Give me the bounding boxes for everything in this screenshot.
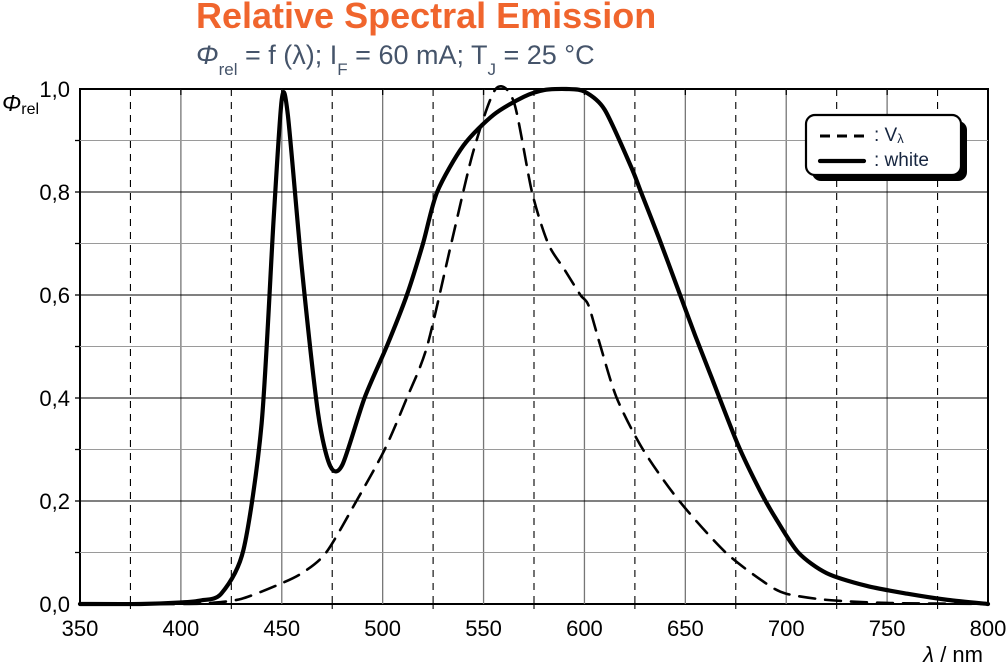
svg-text:450: 450 (263, 616, 300, 641)
svg-text:0,4: 0,4 (39, 386, 70, 411)
svg-text:350: 350 (62, 616, 99, 641)
svg-text:λ / nm: λ / nm (922, 642, 983, 667)
svg-text:Φrel: Φrel (2, 90, 39, 118)
svg-text:0,2: 0,2 (39, 489, 70, 514)
svg-text:400: 400 (163, 616, 200, 641)
svg-text:: white: : white (874, 150, 929, 171)
svg-text:500: 500 (364, 616, 401, 641)
svg-text:750: 750 (869, 616, 906, 641)
svg-text:550: 550 (465, 616, 502, 641)
svg-text:0,6: 0,6 (39, 283, 70, 308)
svg-text:650: 650 (667, 616, 704, 641)
svg-text:800: 800 (970, 616, 1007, 641)
svg-text:600: 600 (566, 616, 603, 641)
svg-text:0,0: 0,0 (39, 592, 70, 617)
svg-text:0,8: 0,8 (39, 180, 70, 205)
svg-text:700: 700 (768, 616, 805, 641)
svg-text:1,0: 1,0 (39, 77, 70, 102)
